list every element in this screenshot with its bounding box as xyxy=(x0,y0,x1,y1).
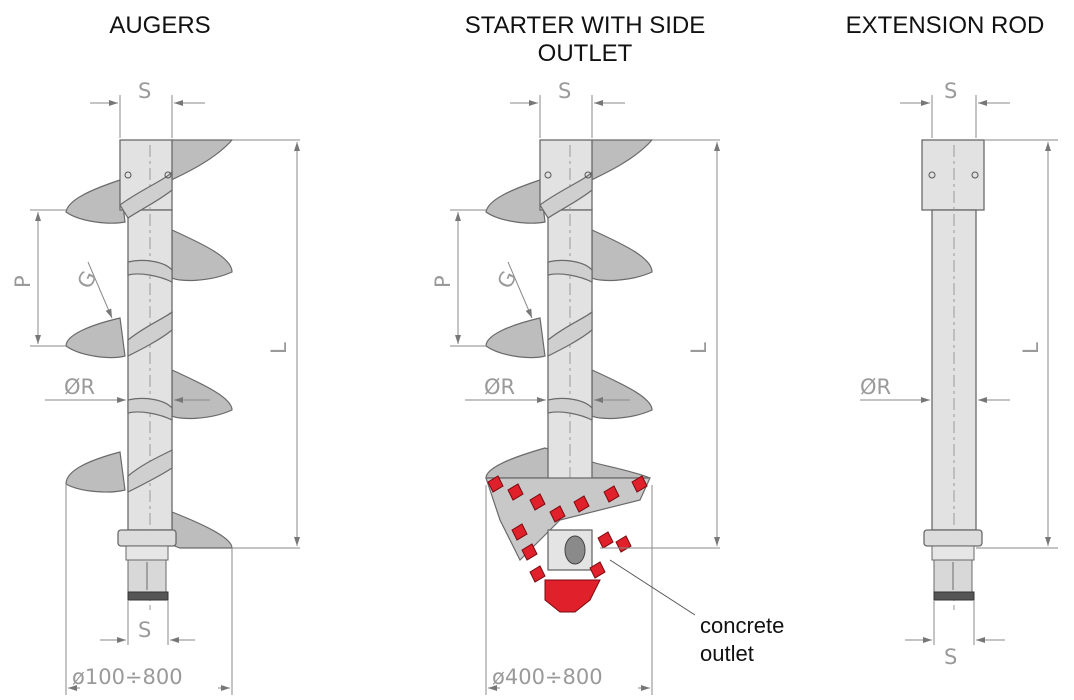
auger-g-label: G xyxy=(73,267,102,292)
title-extension-rod: EXTENSION ROD xyxy=(845,12,1045,39)
auger-collar xyxy=(117,529,177,547)
starter-l-label: L xyxy=(687,342,711,354)
starter-r-label: ØR xyxy=(484,375,515,399)
auger-s-bottom-label: S xyxy=(138,618,151,642)
concrete-outlet-callout: concrete outlet xyxy=(700,613,785,666)
auger-p-label: P xyxy=(11,275,35,288)
auger-l-label: L xyxy=(267,342,291,354)
starter-g-label: G xyxy=(493,267,522,292)
auger-s-top-label: S xyxy=(138,79,151,103)
starter-p-label: P xyxy=(431,275,455,288)
starter-drawing xyxy=(485,139,654,613)
auger-hex-end xyxy=(127,591,169,601)
extension-l-label: L xyxy=(1019,342,1043,354)
extension-s-bottom-label: S xyxy=(944,645,957,669)
auger-r-label: ØR xyxy=(64,375,95,399)
title-augers: AUGERS xyxy=(109,12,211,39)
starter-s-label: S xyxy=(558,79,571,103)
auger-diameter-label: ø100÷800 xyxy=(72,665,183,689)
concrete-outlet-hole xyxy=(564,535,586,565)
extension-r-label: ØR xyxy=(860,375,891,399)
extension-s-top-label: S xyxy=(944,79,957,103)
starter-diameter-label: ø400÷800 xyxy=(492,665,603,689)
title-starter: STARTER WITH SIDE OUTLET xyxy=(464,12,706,67)
auger-drawing xyxy=(65,139,234,610)
extension-rod-drawing xyxy=(921,139,985,610)
